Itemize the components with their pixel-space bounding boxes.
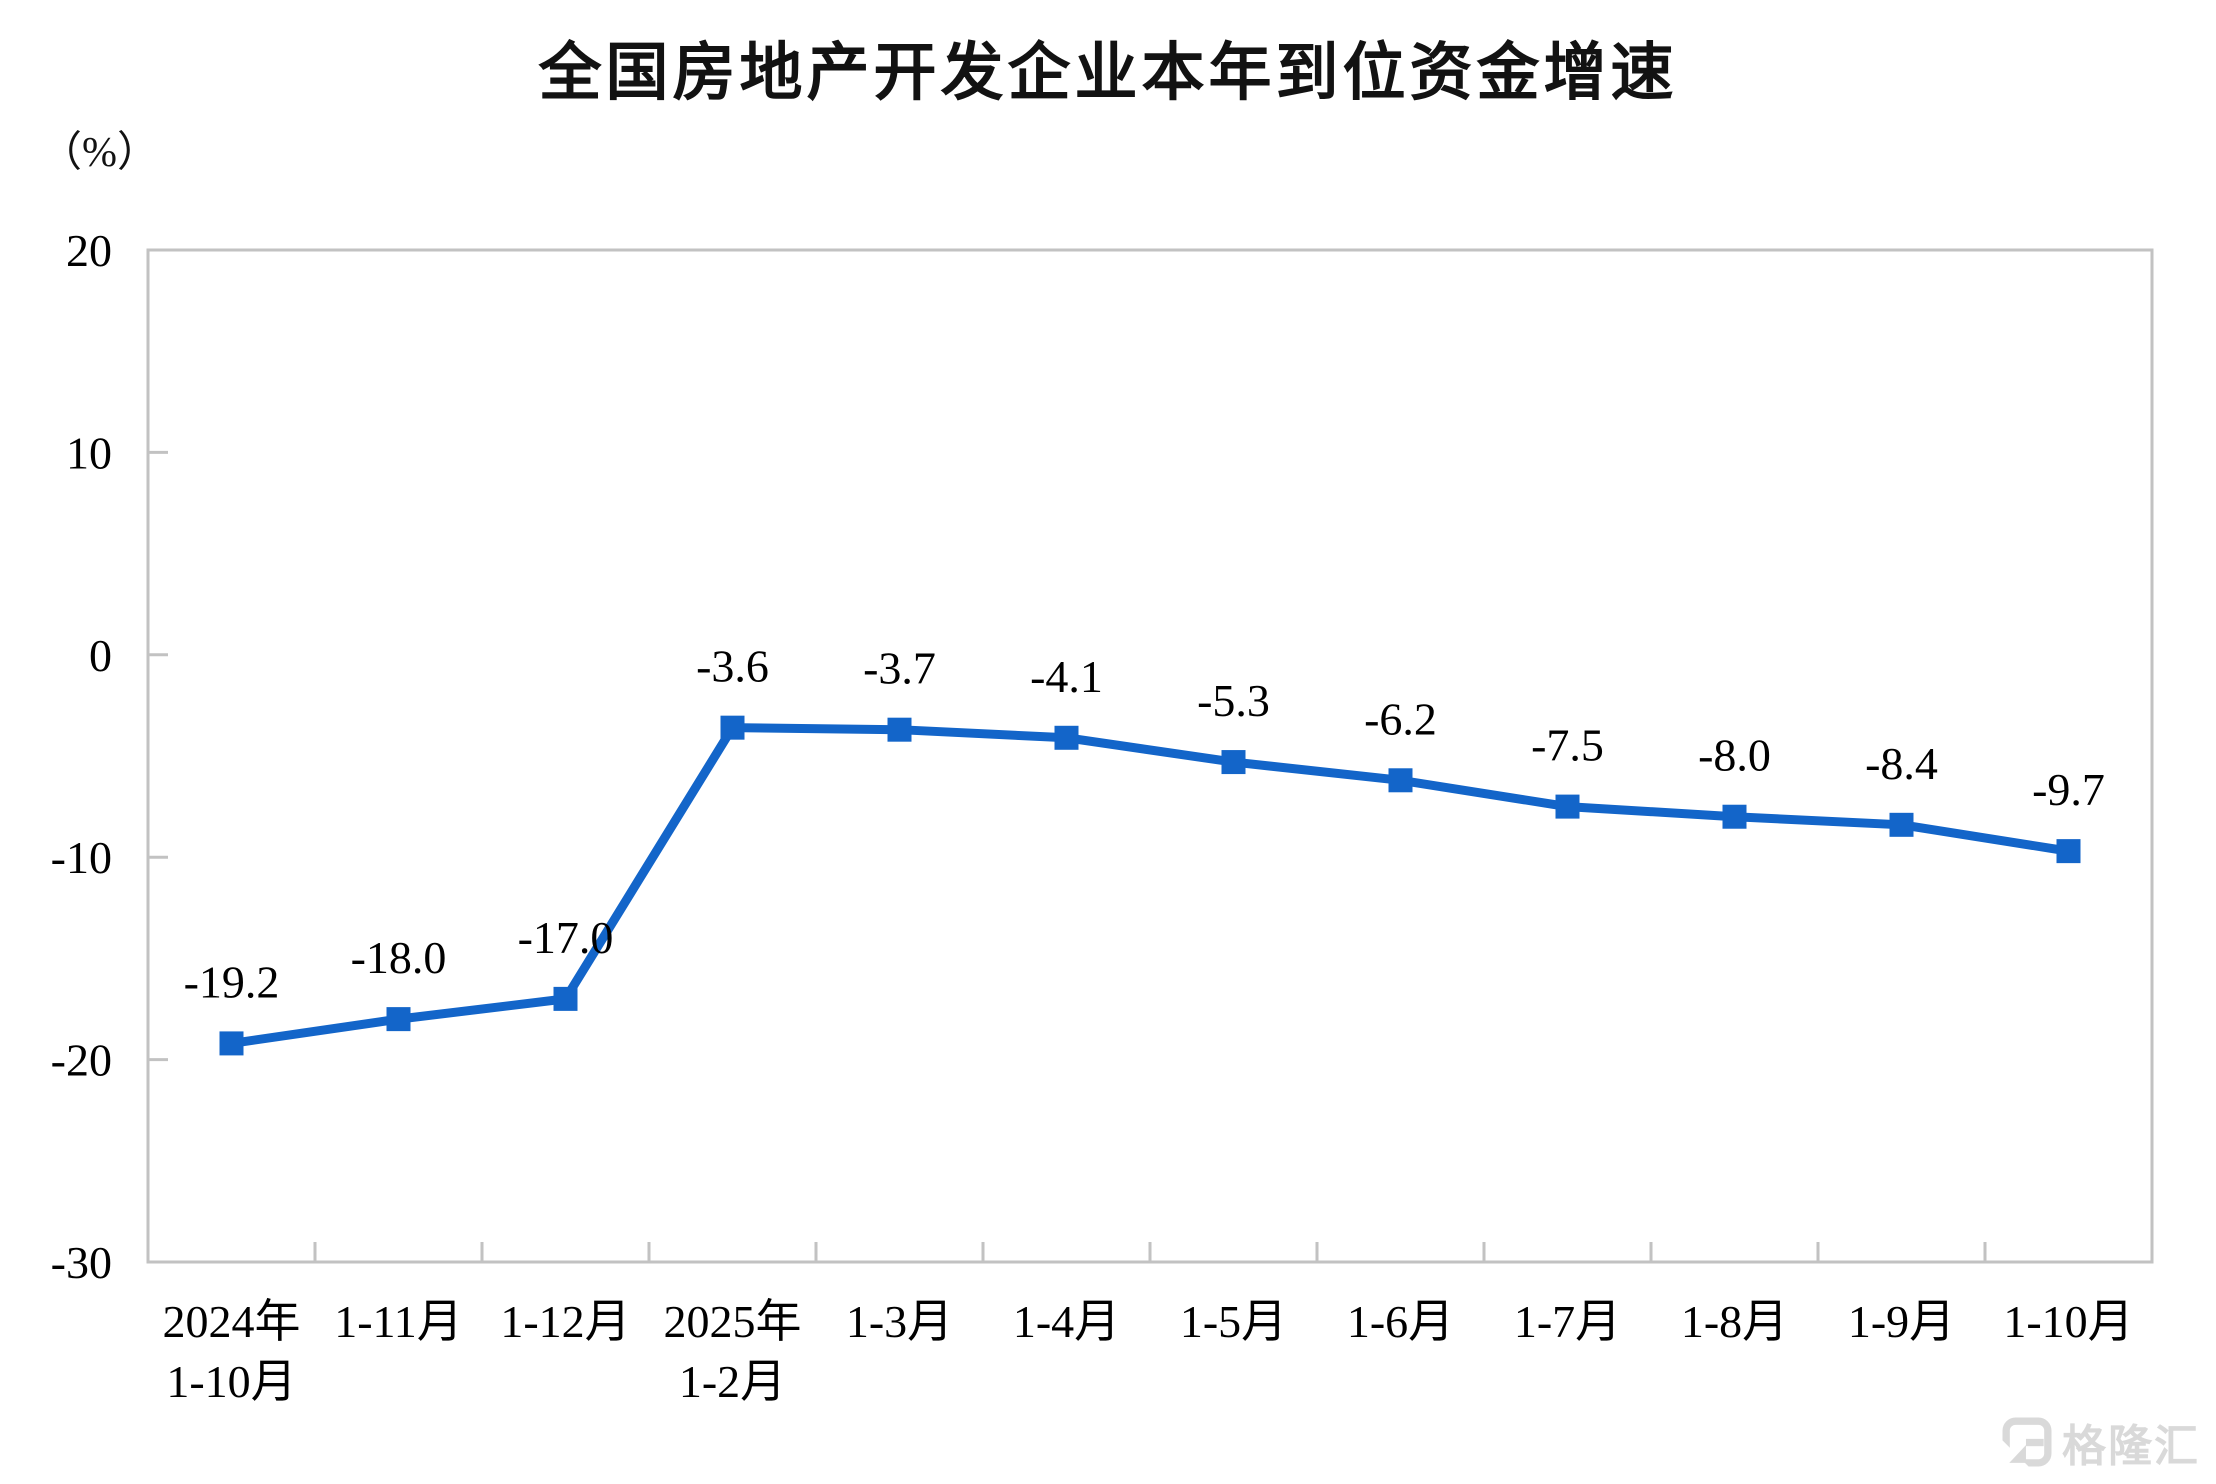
data-point-marker xyxy=(1388,768,1413,793)
data-point-label: -5.3 xyxy=(1197,675,1270,726)
chart-title: 全国房地产开发企业本年到位资金增速 xyxy=(538,38,1678,108)
data-point-marker xyxy=(386,1007,411,1032)
x-axis-category-label: 1-5月 xyxy=(1180,1296,1287,1347)
y-axis-tick-label: 0 xyxy=(89,630,112,681)
data-point-marker xyxy=(720,715,745,740)
data-point-label: -8.4 xyxy=(1865,738,1938,789)
y-axis-tick-label: 10 xyxy=(66,427,112,478)
data-point-marker xyxy=(1889,812,1914,837)
x-axis-category-label: 2024年 xyxy=(163,1296,301,1347)
data-point-label: -8.0 xyxy=(1698,730,1771,781)
x-axis-category-label: 1-3月 xyxy=(846,1296,953,1347)
data-point-marker xyxy=(887,717,912,742)
x-axis-category-label: 1-7月 xyxy=(1514,1296,1621,1347)
x-axis-category-label: 1-2月 xyxy=(679,1356,786,1407)
x-axis-category-label: 2025年 xyxy=(664,1296,802,1347)
y-axis-tick-label: -20 xyxy=(51,1035,112,1086)
gelonghui-logo-icon xyxy=(2002,1417,2052,1467)
x-axis-category-label: 1-11月 xyxy=(334,1296,463,1347)
y-axis-unit-label: （%） xyxy=(40,130,159,176)
x-axis-category-label: 1-10月 xyxy=(2003,1296,2133,1347)
data-point-label: -18.0 xyxy=(351,932,447,983)
data-point-marker xyxy=(219,1031,244,1056)
x-axis-category-label: 1-12月 xyxy=(500,1296,630,1347)
data-point-marker xyxy=(2056,839,2081,864)
plot-border xyxy=(146,248,2154,1264)
x-axis-category-label: 1-6月 xyxy=(1347,1296,1454,1347)
y-axis-tick-label: 20 xyxy=(66,225,112,276)
y-axis-tick-label: -30 xyxy=(51,1237,112,1288)
data-point-label: -17.0 xyxy=(518,912,614,963)
x-axis-category-label: 1-4月 xyxy=(1013,1296,1120,1347)
watermark-text: 格隆汇 xyxy=(2062,1422,2200,1471)
data-point-label: -19.2 xyxy=(184,956,280,1007)
data-point-label: -3.6 xyxy=(696,641,769,692)
data-point-marker xyxy=(1555,794,1580,819)
data-point-label: -6.2 xyxy=(1364,693,1437,744)
x-axis-category-label: 1-10月 xyxy=(166,1356,296,1407)
data-point-marker xyxy=(1221,750,1246,775)
watermark: 格隆汇 xyxy=(2002,1410,2200,1474)
data-point-label: -7.5 xyxy=(1531,720,1604,771)
y-axis-tick-label: -10 xyxy=(51,832,112,883)
data-line xyxy=(230,723,2070,1048)
data-point-marker xyxy=(553,986,578,1011)
data-point-label: -4.1 xyxy=(1030,651,1103,702)
data-point-label: -3.7 xyxy=(863,643,936,694)
data-point-marker xyxy=(1054,725,1079,750)
data-point-label: -9.7 xyxy=(2032,764,2105,815)
x-axis-category-label: 1-8月 xyxy=(1681,1296,1788,1347)
x-axis-category-label: 1-9月 xyxy=(1848,1296,1955,1347)
data-point-marker xyxy=(1722,804,1747,829)
